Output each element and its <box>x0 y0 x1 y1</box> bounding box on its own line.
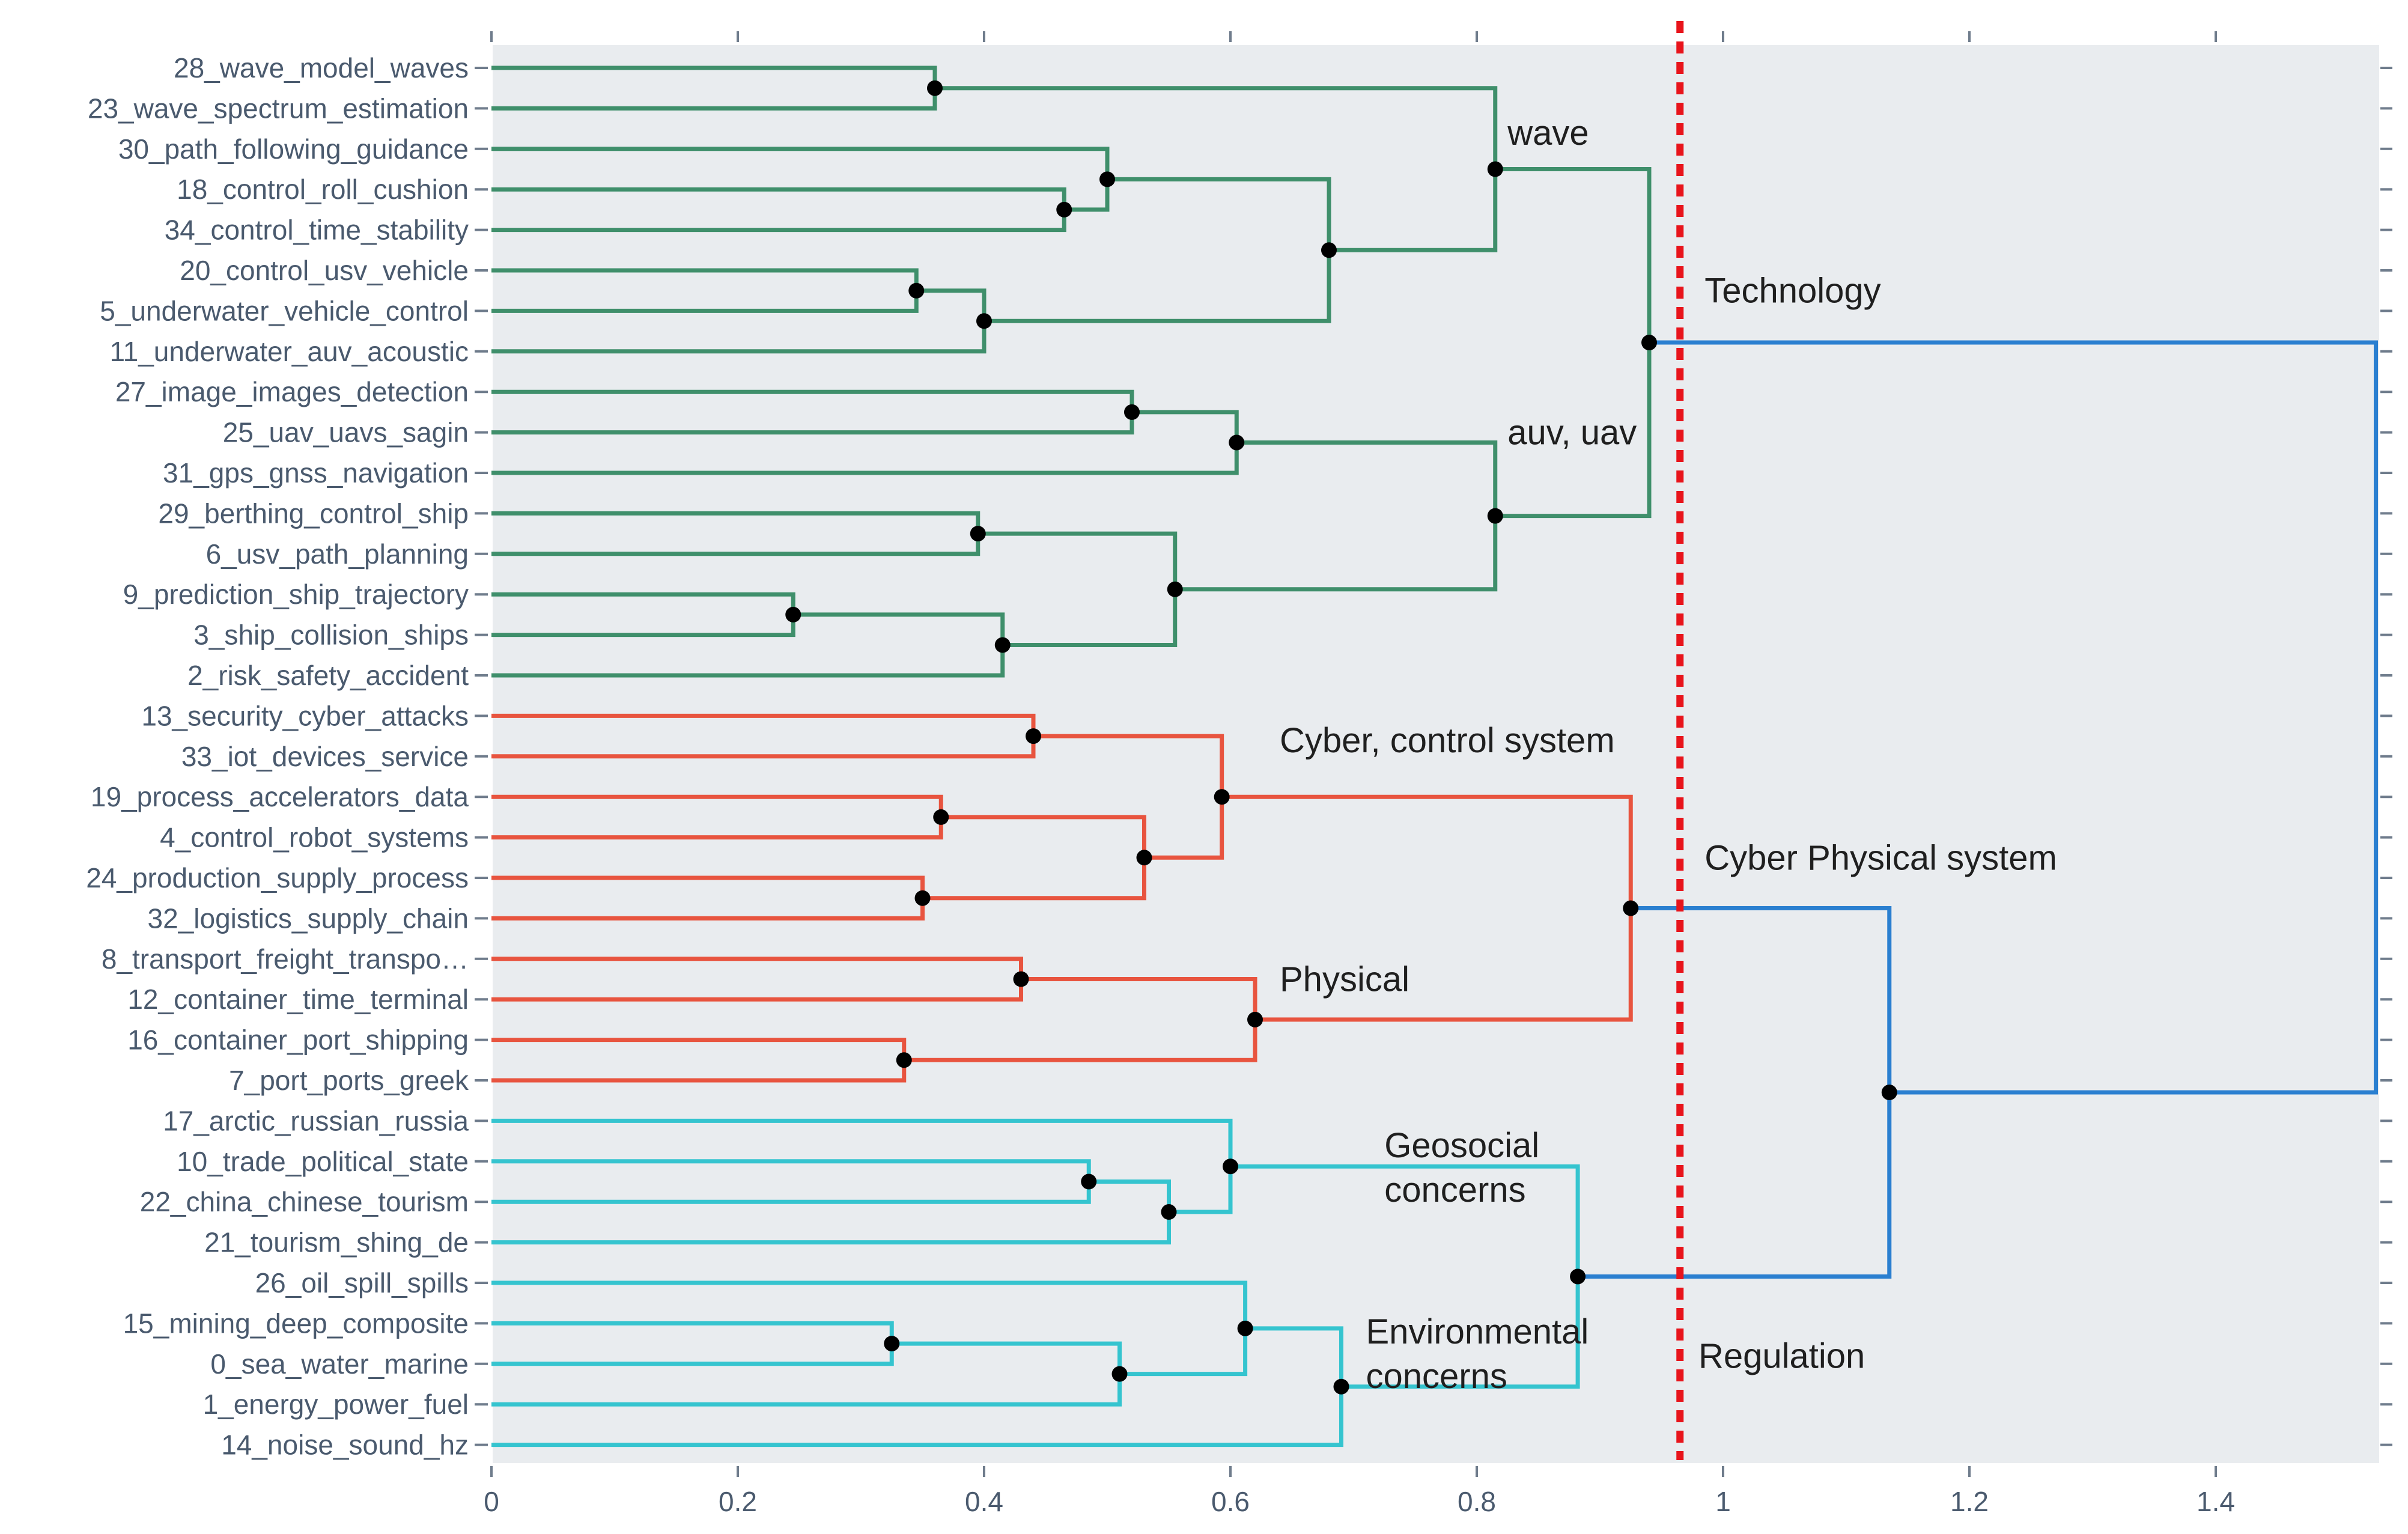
leaf-label: 22_china_chinese_tourism <box>140 1186 469 1217</box>
merge-node <box>896 1052 912 1068</box>
merge-node <box>976 313 992 329</box>
cluster-annotation: concerns <box>1384 1170 1525 1210</box>
merge-node <box>1487 508 1503 524</box>
leaf-label: 6_usv_path_planning <box>206 538 469 570</box>
merge-node <box>1229 434 1245 451</box>
merge-node <box>1487 161 1503 177</box>
leaf-label: 34_control_time_stability <box>165 215 469 246</box>
merge-node <box>1237 1320 1253 1336</box>
merge-node <box>933 809 949 825</box>
leaf-label: 14_noise_sound_hz <box>221 1429 469 1461</box>
plot-area <box>493 45 2379 1463</box>
merge-node <box>1167 581 1183 597</box>
merge-node <box>1641 335 1657 351</box>
merge-node <box>1333 1378 1349 1395</box>
leaf-label: 16_container_port_shipping <box>127 1024 469 1056</box>
merge-node <box>1881 1085 1897 1101</box>
merge-node <box>927 80 943 96</box>
leaf-label: 21_tourism_shing_de <box>204 1227 469 1258</box>
leaf-label: 1_energy_power_fuel <box>203 1389 469 1420</box>
leaf-label: 31_gps_gnss_navigation <box>163 457 469 489</box>
leaf-label: 4_control_robot_systems <box>160 822 469 853</box>
x-tick-label: 0.2 <box>719 1486 757 1517</box>
x-tick-label: 0.8 <box>1458 1486 1496 1517</box>
cluster-annotations: wave auv, uav Technology Cyber, control sys… <box>1280 114 2057 1396</box>
cluster-annotation: Cyber Physical system <box>1704 838 2057 877</box>
leaf-label: 19_process_accelerators_data <box>91 781 469 812</box>
merge-node <box>1026 728 1041 744</box>
merge-node <box>884 1336 900 1352</box>
merge-node <box>1013 971 1029 987</box>
merge-node <box>1214 789 1230 805</box>
x-tick-label: 1.2 <box>1950 1486 1989 1517</box>
cluster-annotation: concerns <box>1366 1357 1507 1396</box>
x-tick-label: 0 <box>484 1486 499 1517</box>
cluster-annotation: wave <box>1507 114 1589 153</box>
leaf-label: 26_oil_spill_spills <box>255 1267 469 1298</box>
merge-node <box>1136 850 1152 866</box>
leaf-label: 5_underwater_vehicle_control <box>100 295 469 326</box>
leaf-label: 20_control_usv_vehicle <box>180 255 469 286</box>
leaf-label: 9_prediction_ship_trajectory <box>123 579 469 610</box>
leaf-label: 2_risk_safety_accident <box>187 660 469 691</box>
cluster-annotation: Geosocial <box>1384 1126 1539 1165</box>
merge-node <box>970 526 986 542</box>
leaf-label: 17_arctic_russian_russia <box>163 1105 469 1136</box>
merge-node <box>1570 1268 1586 1285</box>
leaf-label: 27_image_images_detection <box>115 376 469 407</box>
cluster-annotation: Regulation <box>1698 1336 1865 1375</box>
x-tick-label: 0.4 <box>965 1486 1003 1517</box>
cluster-annotation: auv, uav <box>1507 413 1637 452</box>
leaf-label: 25_uav_uavs_sagin <box>223 417 469 448</box>
x-tick-label: 1 <box>1715 1486 1731 1517</box>
merge-node <box>994 637 1011 653</box>
cluster-annotation: Cyber, control system <box>1280 721 1615 760</box>
leaf-label: 33_iot_devices_service <box>181 741 469 772</box>
leaf-label: 18_control_roll_cushion <box>177 174 469 205</box>
merge-node <box>1111 1366 1128 1382</box>
leaf-label: 23_wave_spectrum_estimation <box>88 93 469 124</box>
leaf-label: 24_production_supply_process <box>86 862 469 893</box>
merge-node <box>1161 1204 1177 1220</box>
merge-node <box>1223 1158 1238 1175</box>
merge-node <box>908 282 925 299</box>
merge-node <box>1124 404 1140 420</box>
merge-node <box>785 606 801 622</box>
leaf-label: 32_logistics_supply_chain <box>148 902 469 934</box>
leaf-label: 8_transport_freight_transpo… <box>102 943 469 975</box>
leaf-label: 13_security_cyber_attacks <box>141 700 469 731</box>
merge-node <box>1623 900 1639 916</box>
leaf-label: 28_wave_model_waves <box>174 52 469 84</box>
axis-ticks <box>475 31 2392 1477</box>
leaf-label: 15_mining_deep_composite <box>123 1307 469 1339</box>
leaf-label: 7_port_ports_greek <box>229 1065 469 1096</box>
leaf-label: 29_berthing_control_ship <box>158 498 469 529</box>
dendrogram-link <box>1649 340 2378 1095</box>
merge-node <box>1081 1173 1097 1190</box>
cluster-annotation: Technology <box>1704 272 1880 311</box>
leaf-label: 3_ship_collision_ships <box>193 619 469 651</box>
leaf-labels: 28_wave_model_waves 23_wave_spectrum_esti… <box>86 52 469 1461</box>
merge-node <box>1056 201 1072 218</box>
merge-node <box>914 890 931 906</box>
leaf-label: 0_sea_water_marine <box>210 1348 469 1380</box>
merge-node <box>1099 171 1115 187</box>
x-tick-label: 0.6 <box>1211 1486 1250 1517</box>
merge-node <box>1321 242 1337 258</box>
cluster-annotation: Environmental <box>1366 1312 1589 1351</box>
dendrogram-nodes <box>785 80 1897 1395</box>
x-tick-label: 1.4 <box>2197 1486 2235 1517</box>
leaf-label: 10_trade_political_state <box>177 1146 469 1177</box>
cluster-annotation: Physical <box>1280 960 1409 999</box>
x-tick-labels: 0 0.2 0.4 0.6 0.8 1 1.2 1.4 <box>484 1486 2235 1517</box>
leaf-label: 12_container_time_terminal <box>127 984 469 1015</box>
leaf-label: 11_underwater_auv_acoustic <box>109 336 469 367</box>
leaf-label: 30_path_following_guidance <box>118 133 469 165</box>
merge-node <box>1247 1011 1263 1027</box>
